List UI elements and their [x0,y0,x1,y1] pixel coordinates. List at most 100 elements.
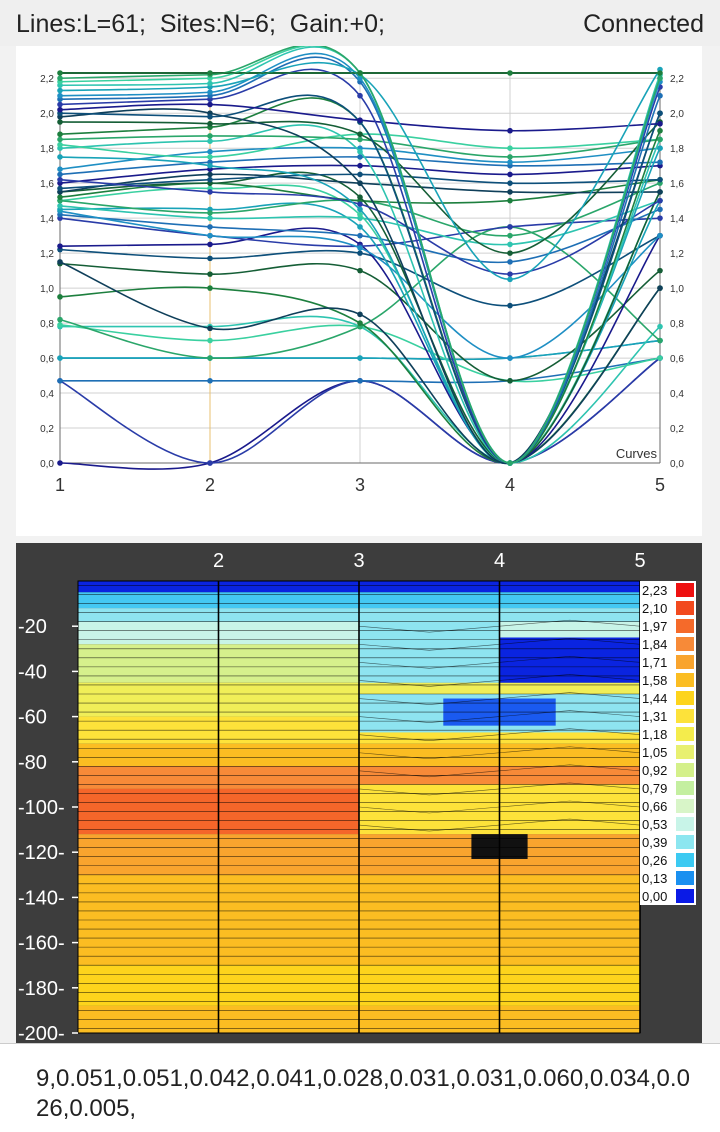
y-tick-label-right: 2,0 [670,109,684,120]
series-curve [59,262,661,382]
series-point [207,241,213,248]
series-point [357,378,363,384]
series-curve [59,120,661,254]
legend-swatch [676,817,694,831]
series-point [507,159,513,165]
contour-chart-panel[interactable]: 2 3 4 5 -20 -40 -60 -80 -100- -120- -140- -160- -180… [16,543,702,1045]
series-point [207,232,213,239]
legend-value: 0,13 [642,871,667,886]
series-point [57,194,63,200]
series-point [507,250,513,256]
series-point [507,171,513,178]
series-point [657,145,663,152]
series-curve [59,210,661,359]
series-point [357,180,363,186]
legend-value: 1,05 [642,745,667,760]
series-point [657,206,663,213]
series-point [57,171,63,178]
series-point [207,113,213,120]
series-point [57,75,63,82]
y-tick-label-right: 0,4 [670,389,684,400]
series-curve [59,227,661,464]
y-tick-label-left: 0,2 [40,424,54,435]
series-point [507,224,513,230]
legend-swatch [676,853,694,867]
series-point [357,194,363,200]
series-point [57,166,63,172]
series-point [657,355,663,361]
series-point [357,162,363,169]
series-point [507,145,513,152]
series-point [507,180,513,186]
legend-value: 1,58 [642,673,667,688]
series-point [657,120,663,127]
depth-label: -80 [18,752,47,774]
series-point [357,311,363,318]
series-curve [59,94,661,464]
series-point [57,87,63,94]
contour-chart[interactable]: 2 3 4 5 -20 -40 -60 -80 -100- -120- -140- -160- -180… [16,543,702,1045]
y-tick-label-right: 1,0 [670,284,684,295]
series-point [357,250,363,256]
y-tick-label-left: 2,0 [40,109,54,120]
series-point [357,245,363,251]
series-point [507,189,513,195]
legend-swatch [676,637,694,651]
series-point [207,89,213,96]
series-point [357,267,363,274]
legend-value: 2,23 [642,583,667,598]
series-point [507,276,513,283]
depth-label: -20 [18,616,47,638]
series-point [207,255,213,262]
y-tick-label-left: 1,6 [40,179,54,190]
legend-swatch [676,745,694,759]
y-tick-label-left: 1,4 [40,214,54,225]
series-point [207,355,213,361]
series-point [507,378,513,384]
x-tick-label: 1 [55,475,65,495]
legend-swatch [676,799,694,813]
y-tick-label-right: 0,8 [670,319,684,330]
series-point [57,70,63,76]
series-point [207,215,213,221]
contour-region [359,621,500,683]
series-point [207,70,213,76]
contour-x-label: 3 [353,550,364,572]
series-point [207,133,213,139]
legend-value: 2,10 [642,601,667,616]
series-point [507,355,513,361]
series-curve [59,171,661,464]
series-point [57,119,63,125]
series-point [357,206,363,213]
series-point [57,131,63,138]
series-point [57,322,63,328]
legend-swatch [676,727,694,741]
series-point [657,215,663,221]
series-point [657,136,663,143]
y-tick-label-left: 1,0 [40,284,54,295]
series-curve [59,261,661,464]
series-point [57,203,63,209]
series-point [507,259,513,265]
series-point [507,232,513,239]
series-point [357,136,363,143]
series-point [357,232,363,239]
series-curve [59,315,661,464]
series-point [507,70,513,76]
series-point [57,355,63,361]
legend-value: 1,31 [642,709,667,724]
legend-value: 0,26 [642,853,667,868]
y-tick-label-right: 0,6 [670,354,684,365]
x-tick-label: 4 [505,475,515,495]
legend-value: 0,66 [642,799,667,814]
series-point [57,185,63,192]
series-point [207,378,213,384]
y-tick-label-left: 0,6 [40,354,54,365]
series-point [507,197,513,204]
y-tick-label-left: 1,8 [40,144,54,155]
legend-value: 0,39 [642,835,667,850]
curves-chart[interactable]: 0,0 0,0 0,2 0,2 0,4 0,4 0,6 0,6 0,8 0,8 1,0 1,0 1,2 1… [16,43,702,536]
legend-swatch [676,619,694,633]
curves-chart-panel[interactable]: 0,0 0,0 0,2 0,2 0,4 0,4 0,6 0,6 0,8 0,8 1,0 1,0 1,2 1… [16,43,702,536]
series-point [507,127,513,134]
